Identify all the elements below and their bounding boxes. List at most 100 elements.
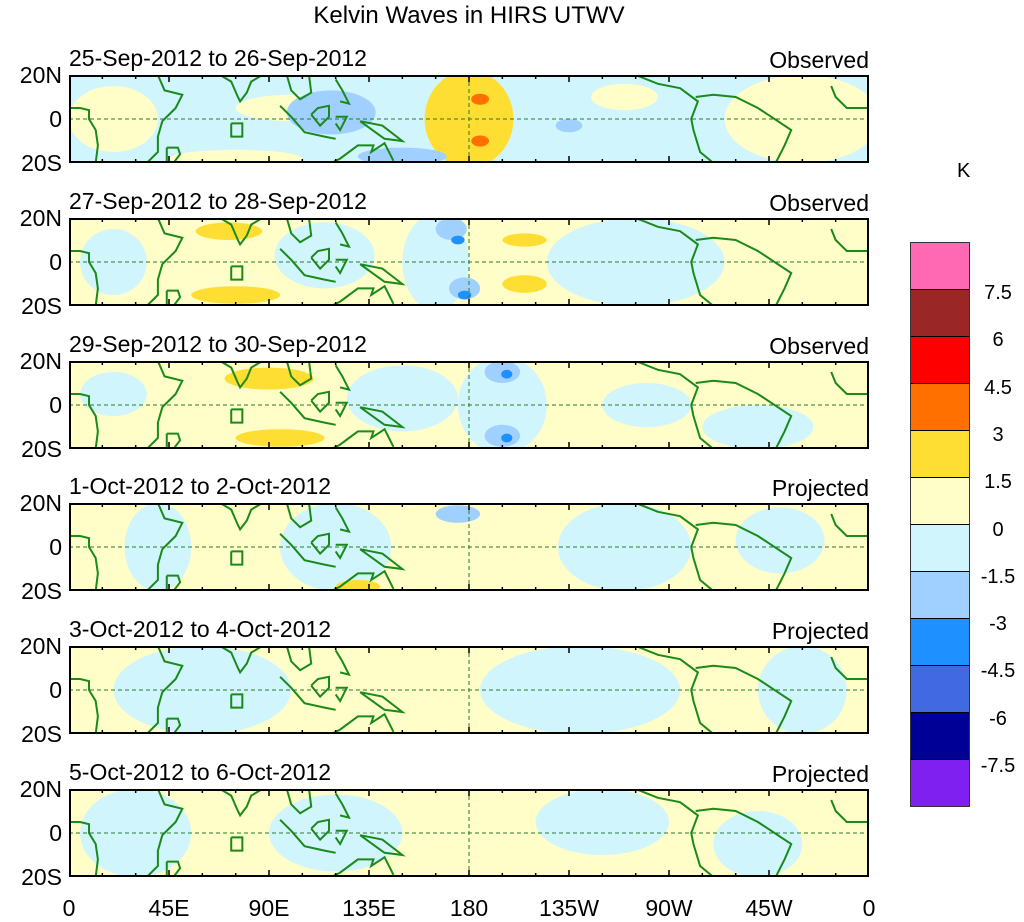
panel-date-range: 1-Oct-2012 to 2-Oct-2012 [69,473,332,499]
anomaly-contour [274,222,375,289]
colorbar-swatch [911,243,969,290]
panel-date-range: 29-Sep-2012 to 30-Sep-2012 [69,331,367,357]
coastline [230,122,244,138]
coastline [69,393,99,449]
colorbar-swatch [911,478,969,525]
coastline [334,649,351,677]
x-tick-label: 45W [745,895,793,921]
coastline [359,263,406,286]
panel-status: Projected [771,761,869,787]
colorbar-swatch [911,525,969,572]
coastline [165,146,182,163]
coastline [310,104,330,128]
panel-frame [69,218,869,306]
colorbar-units: K [957,160,971,182]
coastline [310,247,330,271]
coastline [334,364,351,392]
x-tick-label: 90E [248,895,290,921]
y-tick-label: 0 [49,106,62,132]
coastline [165,432,182,449]
coastline [285,361,313,387]
coastline [230,836,244,852]
coastline [695,807,793,877]
anomaly-contour [702,405,814,449]
coastline [359,406,406,429]
coastline [328,855,395,877]
colorbar-swatch [911,713,969,760]
x-tick-label: 90W [645,895,693,921]
coastline [146,218,184,306]
anomaly-contour [457,290,472,300]
coastline [69,107,99,163]
colorbar-swatch [911,760,969,806]
y-tick-label: 20N [19,205,62,231]
colorbar-label: -6 [989,707,1007,730]
anomaly-contour [124,503,192,591]
coastline [279,533,336,568]
coastline [219,789,263,818]
coastline [635,646,715,734]
anomaly-contour [502,275,547,293]
coastline [334,829,349,846]
coastline [334,686,349,703]
colorbar [910,242,970,807]
coastline [219,646,263,675]
coastline [328,712,395,734]
coastline [328,569,395,591]
colorbar-label: 0 [992,518,1004,541]
y-tick-label: 0 [49,534,62,560]
coastline [695,236,793,306]
x-tick-label: 180 [449,895,489,921]
anomaly-contour [535,789,669,855]
colorbar-label: -1.5 [980,565,1016,588]
anomaly-contour [502,233,547,247]
panel-frame [69,789,869,877]
panel-status: Projected [771,618,869,644]
map-panel [69,361,869,449]
panel-date-range: 3-Oct-2012 to 4-Oct-2012 [69,616,332,642]
coastline [334,78,351,106]
y-tick-label: 20S [21,150,62,176]
y-tick-label: 0 [49,820,62,846]
x-tick-label: 0 [862,895,876,921]
coastline [69,535,99,591]
figure-title: Kelvin Waves in HIRS UTWV [313,2,625,29]
coastline [635,75,715,163]
colorbar-swatch [911,666,969,713]
coastline [310,532,330,556]
coastline [230,265,244,281]
panel-frame [69,646,869,734]
y-tick-label: 0 [49,392,62,418]
anomaly-contour [346,365,458,432]
coastline [165,574,182,591]
anomaly-contour [757,646,847,734]
coastline [830,656,869,680]
y-tick-label: 20S [21,436,62,462]
y-tick-label: 20S [21,293,62,319]
coastline [310,818,330,842]
panel-date-range: 5-Oct-2012 to 6-Oct-2012 [69,759,332,785]
x-tick-label: 135E [342,895,396,921]
coastline [635,503,715,591]
coastline [146,503,184,591]
map-panel [69,75,869,163]
coastline [285,646,313,672]
y-tick-label: 0 [49,249,62,275]
coastline [69,250,99,306]
coastline [285,218,313,244]
panel-date-range: 27-Sep-2012 to 28-Sep-2012 [69,188,367,214]
coastline [359,548,406,571]
coastline [69,678,99,734]
coastline [830,799,869,823]
coastline [334,792,351,820]
colorbar-swatch [911,619,969,666]
coastline [279,248,336,283]
coastline [328,284,395,306]
coastline [695,664,793,734]
y-tick-label: 20S [21,721,62,747]
map-panel [69,789,869,877]
coastline [695,93,793,163]
coastline [165,717,182,734]
anomaly-contour [546,218,725,306]
coastline [285,75,313,101]
